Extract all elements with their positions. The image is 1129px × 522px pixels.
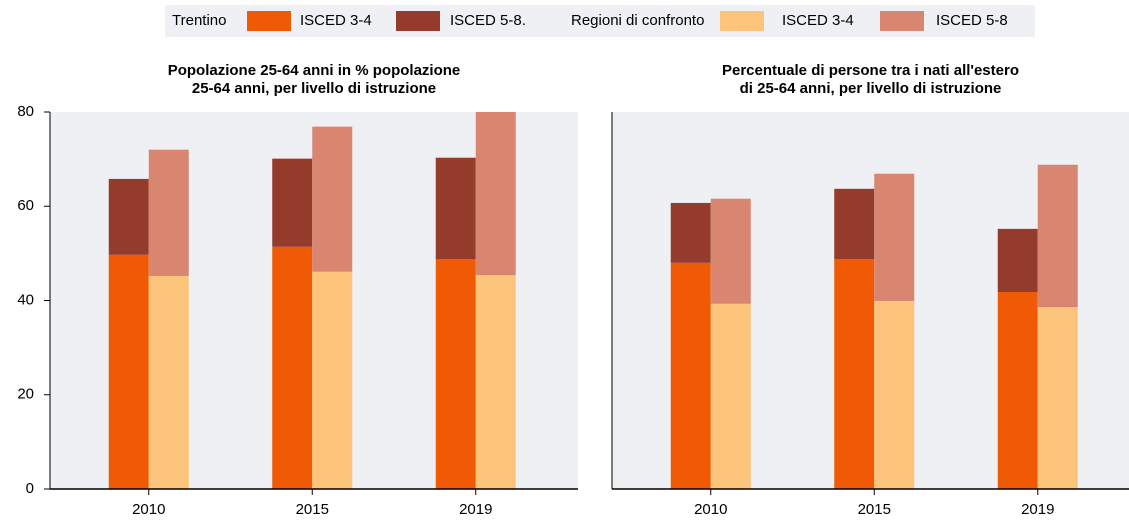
legend-swatch xyxy=(880,11,924,31)
legend-label: ISCED 5-8. xyxy=(450,12,526,29)
bar-segment xyxy=(997,228,1038,293)
bar-segment xyxy=(1037,307,1078,489)
bar-segment xyxy=(997,292,1038,489)
bar-segment xyxy=(710,303,751,489)
chart-title: Percentuale di persone tra i nati all'es… xyxy=(722,62,1019,79)
chart-title: 25-64 anni, per livello di istruzione xyxy=(192,80,436,97)
bar-segment xyxy=(475,275,516,489)
bar-segment xyxy=(874,300,915,489)
chart-title: di 25-64 anni, per livello di istruzione xyxy=(740,80,1002,97)
y-tick-label: 40 xyxy=(17,291,34,308)
legend-swatch xyxy=(247,11,291,31)
legend-label: ISCED 3-4 xyxy=(782,12,854,29)
chart-title: Popolazione 25-64 anni in % popolazione xyxy=(168,62,461,79)
bar-segment xyxy=(272,246,313,489)
x-tick-label: 2015 xyxy=(858,501,891,518)
legend-label: ISCED 5-8 xyxy=(936,12,1008,29)
legend-group: Trentino xyxy=(172,12,226,29)
x-tick-label: 2010 xyxy=(132,501,165,518)
bar-segment xyxy=(272,158,313,247)
bar-segment xyxy=(834,259,875,489)
y-tick-label: 80 xyxy=(17,103,34,120)
bar-segment xyxy=(670,262,711,489)
bar-segment xyxy=(312,126,353,272)
bar-segment xyxy=(670,202,711,263)
bar-segment xyxy=(108,178,149,255)
legend-label: ISCED 3-4 xyxy=(300,12,372,29)
bar-segment xyxy=(874,173,915,301)
bar-segment xyxy=(435,259,476,489)
bar-segment xyxy=(710,198,751,304)
bar-segment xyxy=(834,188,875,260)
x-tick-label: 2019 xyxy=(459,501,492,518)
x-tick-label: 2019 xyxy=(1021,501,1054,518)
bar-segment xyxy=(108,254,149,489)
x-tick-label: 2010 xyxy=(694,501,727,518)
bar-segment xyxy=(312,271,353,489)
y-tick-label: 0 xyxy=(26,480,34,497)
bar-segment xyxy=(148,149,189,276)
legend-swatch xyxy=(396,11,440,31)
bar-segment xyxy=(148,275,189,489)
bar-segment xyxy=(1037,164,1078,308)
legend-swatch xyxy=(720,11,764,31)
y-tick-label: 60 xyxy=(17,197,34,214)
x-tick-label: 2015 xyxy=(296,501,329,518)
bar-segment xyxy=(475,112,516,276)
bar-segment xyxy=(435,157,476,260)
legend-group: Regioni di confronto xyxy=(571,12,704,29)
y-tick-label: 20 xyxy=(17,386,34,403)
